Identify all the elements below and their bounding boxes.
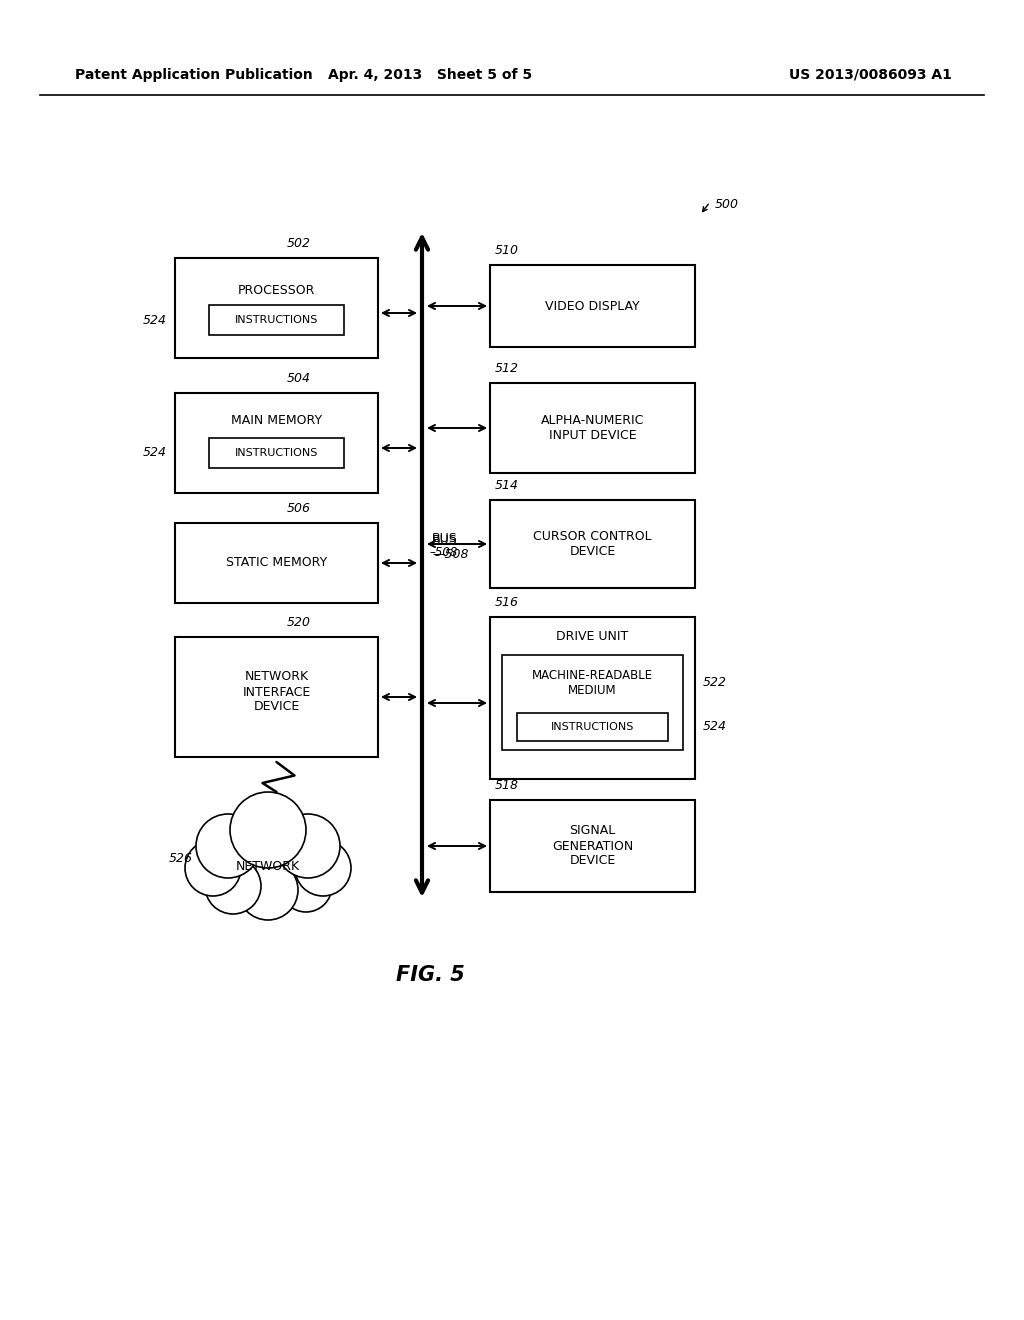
Text: 522: 522	[703, 676, 727, 689]
Text: 524: 524	[143, 446, 167, 459]
Text: 512: 512	[495, 362, 519, 375]
Text: VIDEO DISPLAY: VIDEO DISPLAY	[545, 300, 640, 313]
Text: 500: 500	[715, 198, 739, 211]
Bar	[490, 500, 695, 587]
Circle shape	[185, 840, 241, 896]
Bar	[490, 265, 695, 347]
Text: –508: –508	[430, 546, 459, 560]
Bar	[209, 438, 344, 469]
Text: 524: 524	[703, 721, 727, 734]
Text: BUS: BUS	[432, 532, 458, 544]
Bar	[490, 383, 695, 473]
Circle shape	[230, 792, 306, 869]
Text: DRIVE UNIT: DRIVE UNIT	[556, 631, 629, 644]
Text: 504: 504	[287, 372, 310, 385]
Text: CURSOR CONTROL
DEVICE: CURSOR CONTROL DEVICE	[534, 531, 652, 558]
Text: 514: 514	[495, 479, 519, 492]
Circle shape	[276, 814, 340, 878]
Bar	[490, 800, 695, 892]
Text: NETWORK: NETWORK	[236, 859, 300, 873]
Text: —508: —508	[432, 549, 469, 561]
Text: INSTRUCTIONS: INSTRUCTIONS	[234, 447, 318, 458]
Bar	[517, 713, 668, 741]
Bar	[175, 523, 378, 603]
Text: FIG. 5: FIG. 5	[395, 965, 464, 985]
Text: Patent Application Publication: Patent Application Publication	[75, 69, 312, 82]
Bar	[175, 393, 378, 492]
Text: Apr. 4, 2013   Sheet 5 of 5: Apr. 4, 2013 Sheet 5 of 5	[328, 69, 532, 82]
Circle shape	[280, 861, 332, 912]
Text: INSTRUCTIONS: INSTRUCTIONS	[234, 315, 318, 325]
Text: INSTRUCTIONS: INSTRUCTIONS	[551, 722, 634, 733]
Bar	[209, 305, 344, 335]
Text: 524: 524	[143, 314, 167, 326]
Text: MACHINE-READABLE
MEDIUM: MACHINE-READABLE MEDIUM	[531, 669, 653, 697]
Text: BUS: BUS	[432, 533, 458, 546]
Text: PROCESSOR: PROCESSOR	[238, 284, 315, 297]
Circle shape	[238, 861, 298, 920]
Text: 510: 510	[495, 244, 519, 257]
Circle shape	[295, 840, 351, 896]
Text: US 2013/0086093 A1: US 2013/0086093 A1	[788, 69, 951, 82]
Bar	[175, 638, 378, 756]
Text: MAIN MEMORY: MAIN MEMORY	[231, 414, 323, 428]
Bar	[175, 257, 378, 358]
Text: 502: 502	[287, 238, 310, 249]
Circle shape	[205, 858, 261, 913]
Text: SIGNAL
GENERATION
DEVICE: SIGNAL GENERATION DEVICE	[552, 825, 633, 867]
Circle shape	[196, 814, 260, 878]
Text: STATIC MEMORY: STATIC MEMORY	[226, 557, 327, 569]
Text: 520: 520	[287, 616, 310, 630]
Text: 516: 516	[495, 597, 519, 609]
Bar	[490, 616, 695, 779]
Bar	[502, 655, 683, 750]
Text: 518: 518	[495, 779, 519, 792]
Text: ALPHA-NUMERIC
INPUT DEVICE: ALPHA-NUMERIC INPUT DEVICE	[541, 414, 644, 442]
Text: 506: 506	[287, 502, 310, 515]
Text: 526: 526	[169, 851, 193, 865]
Text: NETWORK
INTERFACE
DEVICE: NETWORK INTERFACE DEVICE	[243, 671, 310, 714]
